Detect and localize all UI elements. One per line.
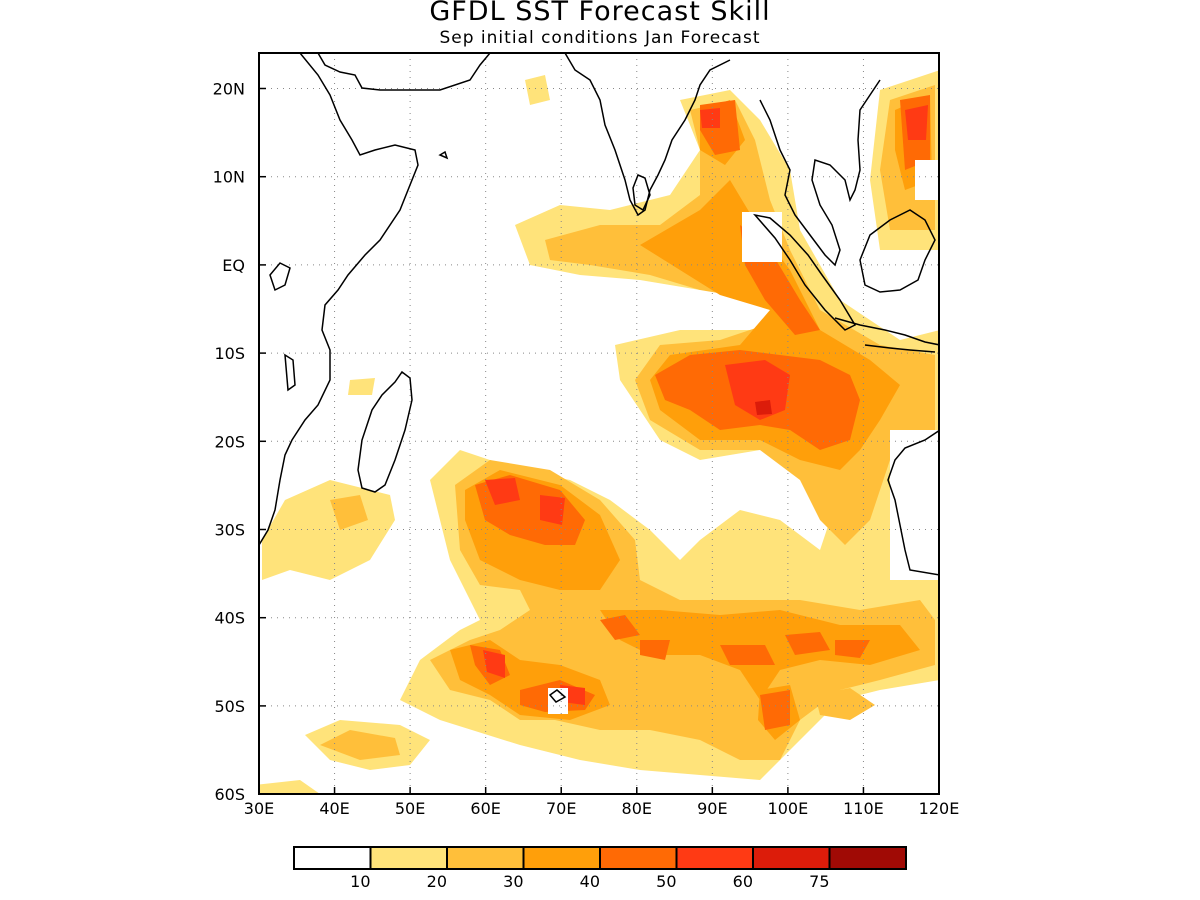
colorbar-label: 10 bbox=[350, 872, 370, 891]
colorbar-swatch bbox=[752, 846, 831, 870]
chart-subtitle: Sep initial conditions Jan Forecast bbox=[439, 28, 761, 48]
lon-tick-label: 40E bbox=[319, 799, 349, 818]
lat-tick-label: 60S bbox=[214, 785, 245, 804]
lat-tick-label: 30S bbox=[214, 521, 245, 540]
lat-tick-label: 50S bbox=[214, 697, 245, 716]
colorbar-label: 50 bbox=[656, 872, 676, 891]
lon-tick-label: 70E bbox=[546, 799, 576, 818]
lat-tick-label: 10S bbox=[214, 344, 245, 363]
lon-tick-label: 90E bbox=[697, 799, 727, 818]
coastlines bbox=[259, 53, 939, 703]
colorbar-label: 20 bbox=[427, 872, 447, 891]
colorbar-swatch bbox=[446, 846, 525, 870]
lat-tick-label: 40S bbox=[214, 609, 245, 628]
colorbar-label: 75 bbox=[809, 872, 829, 891]
colorbar-swatch bbox=[369, 846, 448, 870]
colorbar-label: 60 bbox=[733, 872, 753, 891]
lat-tick-label: 20N bbox=[213, 80, 245, 99]
skill-band-50-60 bbox=[483, 105, 928, 705]
no-data-cells bbox=[548, 160, 939, 714]
axis-ticks: 30E 40E 50E 60E 70E 80E 90E 100E 110E 120E 20N 10N E… bbox=[213, 80, 960, 819]
lon-tick-label: 120E bbox=[919, 799, 960, 818]
colorbar: 10 20 30 40 50 60 75 bbox=[293, 846, 907, 891]
colorbar-swatch bbox=[828, 846, 907, 870]
lat-tick-label: 10N bbox=[213, 168, 245, 187]
colorbar-label: 40 bbox=[580, 872, 600, 891]
colorbar-label: 30 bbox=[503, 872, 523, 891]
lon-tick-label: 100E bbox=[768, 799, 809, 818]
lon-tick-label: 30E bbox=[244, 799, 274, 818]
lat-tick-label: 20S bbox=[214, 432, 245, 451]
colorbar-swatch bbox=[599, 846, 678, 870]
lon-tick-label: 80E bbox=[622, 799, 652, 818]
lon-tick-label: 110E bbox=[843, 799, 884, 818]
skill-band-60-75 bbox=[755, 400, 772, 415]
chart-title: GFDL SST Forecast Skill bbox=[429, 0, 771, 27]
colorbar-swatch bbox=[522, 846, 601, 870]
colorbar-swatch bbox=[675, 846, 754, 870]
map-frame bbox=[258, 52, 940, 795]
lon-tick-label: 60E bbox=[470, 799, 500, 818]
skill-fill-layer bbox=[259, 70, 939, 794]
colorbar-swatch bbox=[293, 846, 372, 870]
lon-tick-label: 50E bbox=[395, 799, 425, 818]
lat-tick-label: EQ bbox=[222, 256, 245, 275]
